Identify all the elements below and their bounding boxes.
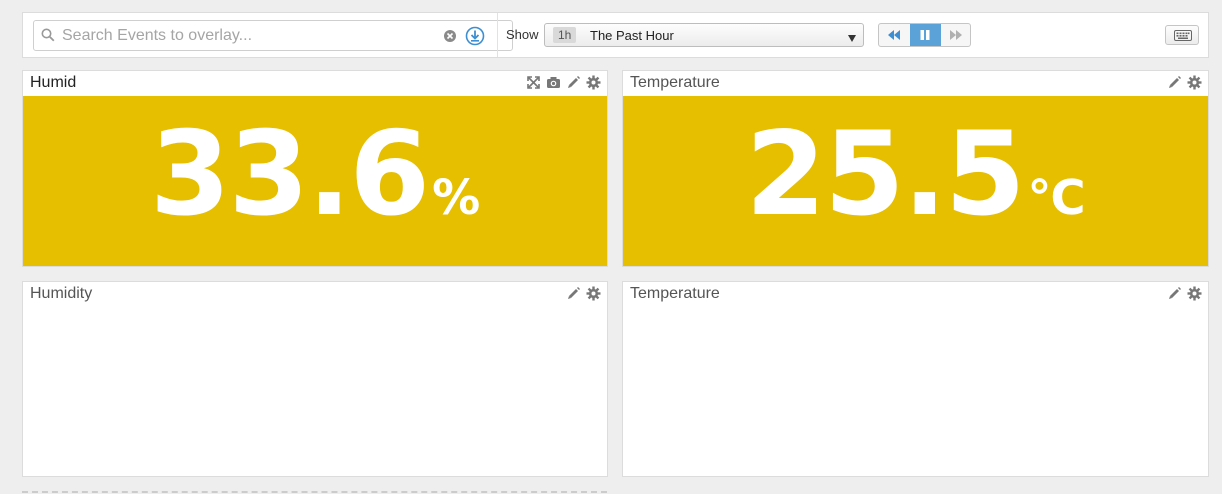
keyboard-icon xyxy=(1174,30,1192,41)
time-range-badge: 1h xyxy=(553,27,577,43)
temperature-number: 25.5 xyxy=(745,107,1025,242)
widget-tools xyxy=(1167,75,1202,91)
download-icon[interactable] xyxy=(465,26,485,51)
pencil-icon[interactable] xyxy=(1167,75,1182,90)
drop-zone-divider xyxy=(22,491,607,493)
search-icon xyxy=(41,28,55,47)
temperature-chart-widget: Temperature 30282624222012:1512:3012:451… xyxy=(622,281,1219,478)
widget-tools xyxy=(526,75,601,91)
pause-button[interactable] xyxy=(910,24,941,46)
search-input[interactable] xyxy=(62,25,432,47)
toolbar-divider xyxy=(497,13,498,57)
humid-value: 33.6% xyxy=(23,110,607,263)
temperature-value: 25.5℃ xyxy=(623,110,1208,263)
fast-forward-icon xyxy=(950,30,962,40)
humidity-chart-widget: Humidity 5040302010012:1512:3012:4513:00 xyxy=(22,281,618,478)
temperature-value-area: 25.5℃ xyxy=(623,96,1208,266)
widget-title: Humidity xyxy=(30,285,93,302)
time-range-label: The Past Hour xyxy=(590,28,674,43)
camera-icon[interactable] xyxy=(546,75,561,90)
gear-icon[interactable] xyxy=(1187,286,1202,301)
rewind-button[interactable] xyxy=(879,24,910,46)
temperature-unit: ℃ xyxy=(1027,170,1086,226)
temperature-chart[interactable] xyxy=(623,282,1210,478)
widget-title: Humid xyxy=(30,74,77,91)
humid-unit: % xyxy=(432,170,481,226)
pause-icon xyxy=(920,30,930,40)
gear-icon[interactable] xyxy=(586,286,601,301)
pencil-icon[interactable] xyxy=(566,75,581,90)
chevron-down-icon xyxy=(847,30,857,48)
clear-icon[interactable] xyxy=(443,29,457,48)
gear-icon[interactable] xyxy=(586,75,601,90)
humidity-chart[interactable] xyxy=(23,282,609,478)
gear-icon[interactable] xyxy=(1187,75,1202,90)
widget-title: Temperature xyxy=(630,285,720,302)
search-box[interactable] xyxy=(33,20,513,51)
rewind-icon xyxy=(888,30,900,40)
fast-forward-button[interactable] xyxy=(941,24,970,46)
humid-value-widget: Humid 33.6% xyxy=(22,70,608,267)
widget-title: Temperature xyxy=(630,74,720,91)
expand-icon[interactable] xyxy=(526,75,541,90)
show-label: Show xyxy=(506,27,539,42)
toolbar: Show 1h The Past Hour xyxy=(22,12,1209,58)
keyboard-shortcuts-button[interactable] xyxy=(1165,25,1199,45)
humid-value-area: 33.6% xyxy=(23,96,607,266)
humid-number: 33.6 xyxy=(149,107,430,242)
playback-controls xyxy=(878,23,971,47)
temperature-value-widget: Temperature 25.5℃ xyxy=(622,70,1209,267)
time-range-select[interactable]: 1h The Past Hour xyxy=(544,23,864,47)
